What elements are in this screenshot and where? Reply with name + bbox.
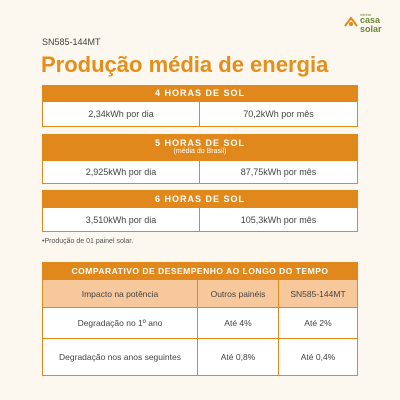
cell: 2,925kWh por dia <box>42 160 200 184</box>
table-header-cell: SN585-144MT <box>278 279 358 308</box>
cell: 70,2kWh por mês <box>199 101 358 127</box>
block-subheader: (média do Brasil) <box>173 148 227 155</box>
table-cell: Degradação no 1º ano <box>42 307 198 339</box>
block-header: 5 HORAS DE SOL (média do Brasil) <box>42 134 358 161</box>
table-cell: Até 0,4% <box>278 338 358 376</box>
table-cell: Até 0,8% <box>197 338 279 376</box>
table-cell: Até 2% <box>278 307 358 339</box>
logo-text: casa <box>360 15 381 25</box>
block-header-text: 5 HORAS DE SOL <box>154 138 245 148</box>
table-title: COMPARATIVO DE DESEMPENHO AO LONGO DO TE… <box>42 262 358 280</box>
table-header-cell: Impacto na potência <box>42 279 198 308</box>
model: SN585-144MT <box>42 37 101 47</box>
logo-text: minha <box>360 12 371 17</box>
title: Produção média de energia <box>41 52 329 77</box>
cell: 3,510kWh por dia <box>42 207 200 232</box>
table-cell: Degradação nos anos seguintes <box>42 338 198 376</box>
logo: minha casa solar <box>344 12 394 36</box>
logo-text: solar <box>360 24 382 34</box>
cell: 105,3kWh por mês <box>199 207 358 232</box>
table-header-cell: Outros painéis <box>197 279 279 308</box>
block-header: 4 HORAS DE SOL <box>42 85 358 102</box>
logo-icon <box>344 16 358 27</box>
footnote: •Produção de 01 painel solar. <box>42 238 134 245</box>
cell: 87,75kWh por mês <box>199 160 358 184</box>
table-cell: Até 4% <box>197 307 279 339</box>
cell: 2,34kWh por dia <box>42 101 200 127</box>
block-header: 6 HORAS DE SOL <box>42 190 358 208</box>
